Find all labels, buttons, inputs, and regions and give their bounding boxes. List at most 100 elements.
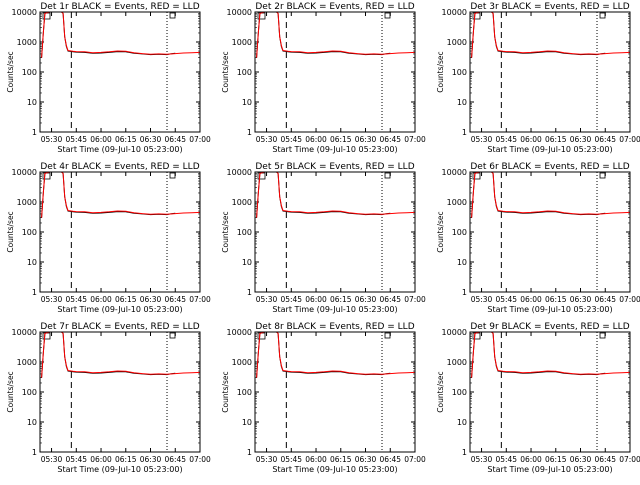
x-tick-label: 06:15 bbox=[545, 135, 567, 144]
x-axis-label: Start Time (09-Jul-10 05:23:00) bbox=[272, 465, 397, 474]
x-tick-label: 05:45 bbox=[495, 135, 517, 144]
x-tick-label: 05:30 bbox=[41, 295, 63, 304]
x-tick-label: 07:00 bbox=[619, 455, 640, 464]
x-tick-label: 05:30 bbox=[471, 295, 493, 304]
x-tick-label: 05:30 bbox=[41, 455, 63, 464]
x-tick-label: 06:45 bbox=[379, 135, 401, 144]
x-tick-label: 06:00 bbox=[520, 295, 542, 304]
y-tick-label: 100 bbox=[452, 388, 467, 397]
x-tick-label: 05:30 bbox=[41, 135, 63, 144]
x-tick-label: 06:45 bbox=[379, 295, 401, 304]
plot-frame bbox=[469, 11, 631, 133]
panel-title: Det 2r BLACK = Events, RED = LLD bbox=[255, 2, 414, 12]
x-tick-label: 06:45 bbox=[594, 135, 616, 144]
x-tick-label: 05:45 bbox=[280, 135, 302, 144]
y-tick-label: 1000 bbox=[447, 198, 467, 207]
corner-symbol bbox=[599, 332, 606, 339]
x-axis-label: Start Time (09-Jul-10 05:23:00) bbox=[272, 305, 397, 314]
x-tick-label: 06:45 bbox=[594, 295, 616, 304]
y-tick-label: 1000 bbox=[447, 358, 467, 367]
y-tick-label: 1 bbox=[247, 128, 252, 137]
y-tick-label: 1000 bbox=[17, 38, 37, 47]
x-tick-label: 06:30 bbox=[570, 135, 592, 144]
x-tick-label: 06:30 bbox=[355, 295, 377, 304]
panel-title: Det 5r BLACK = Events, RED = LLD bbox=[255, 162, 414, 172]
y-tick-label: 10 bbox=[27, 258, 37, 267]
x-tick-label: 06:45 bbox=[164, 295, 186, 304]
x-tick-label: 07:00 bbox=[189, 135, 211, 144]
panel-title: Det 1r BLACK = Events, RED = LLD bbox=[40, 2, 199, 12]
x-axis-label: Start Time (09-Jul-10 05:23:00) bbox=[272, 145, 397, 154]
panel-title: Det 7r BLACK = Events, RED = LLD bbox=[40, 322, 199, 332]
y-tick-label: 10 bbox=[242, 418, 252, 427]
plot-frame bbox=[39, 11, 201, 133]
x-tick-label: 05:45 bbox=[280, 455, 302, 464]
y-tick-label: 10000 bbox=[12, 328, 37, 337]
x-tick-label: 06:45 bbox=[594, 455, 616, 464]
x-axis-label: Start Time (09-Jul-10 05:23:00) bbox=[57, 305, 182, 314]
plot-frame bbox=[469, 171, 631, 293]
x-tick-label: 05:45 bbox=[495, 455, 517, 464]
y-tick-label: 100 bbox=[452, 228, 467, 237]
corner-symbol bbox=[169, 172, 176, 179]
corner-symbol bbox=[384, 332, 391, 339]
y-tick-label: 1 bbox=[462, 128, 467, 137]
y-tick-label: 100 bbox=[22, 68, 37, 77]
x-tick-label: 06:00 bbox=[305, 455, 327, 464]
y-tick-label: 100 bbox=[237, 68, 252, 77]
x-tick-label: 06:30 bbox=[570, 455, 592, 464]
y-axis-label: Counts/sec bbox=[6, 371, 15, 412]
x-axis-label: Start Time (09-Jul-10 05:23:00) bbox=[487, 465, 612, 474]
x-tick-label: 06:15 bbox=[545, 455, 567, 464]
y-tick-label: 10000 bbox=[12, 8, 37, 17]
y-tick-label: 1000 bbox=[447, 38, 467, 47]
y-tick-label: 1000 bbox=[17, 358, 37, 367]
x-tick-label: 07:00 bbox=[189, 295, 211, 304]
y-axis-label: Counts/sec bbox=[436, 51, 445, 92]
x-tick-label: 07:00 bbox=[619, 295, 640, 304]
y-axis-label: Counts/sec bbox=[221, 51, 230, 92]
corner-symbol bbox=[384, 172, 391, 179]
y-axis-label: Counts/sec bbox=[6, 211, 15, 252]
corner-symbol bbox=[599, 172, 606, 179]
x-tick-label: 06:30 bbox=[355, 455, 377, 464]
x-tick-label: 07:00 bbox=[189, 455, 211, 464]
y-tick-label: 1000 bbox=[232, 38, 252, 47]
x-tick-label: 06:15 bbox=[115, 295, 137, 304]
y-tick-label: 10000 bbox=[442, 168, 467, 177]
x-tick-label: 06:30 bbox=[140, 455, 162, 464]
panel-title: Det 9r BLACK = Events, RED = LLD bbox=[470, 322, 629, 332]
x-tick-label: 06:30 bbox=[570, 295, 592, 304]
x-tick-label: 07:00 bbox=[404, 295, 426, 304]
x-tick-label: 06:15 bbox=[330, 295, 352, 304]
y-tick-label: 1 bbox=[247, 288, 252, 297]
y-tick-label: 10000 bbox=[227, 328, 252, 337]
detector-panel: Det 2r BLACK = Events, RED = LLD 1 10 100 10… bbox=[221, 2, 426, 154]
plot-frame bbox=[254, 171, 416, 293]
x-tick-label: 05:45 bbox=[280, 295, 302, 304]
y-tick-label: 1000 bbox=[232, 358, 252, 367]
panel-title: Det 8r BLACK = Events, RED = LLD bbox=[255, 322, 414, 332]
detector-panel: Det 1r BLACK = Events, RED = LLD 1 10 100 10… bbox=[6, 2, 211, 154]
plot-frame bbox=[254, 11, 416, 133]
x-tick-label: 06:15 bbox=[330, 455, 352, 464]
x-tick-label: 06:00 bbox=[520, 455, 542, 464]
detector-panel: Det 3r BLACK = Events, RED = LLD 1 10 100 10… bbox=[436, 2, 640, 154]
y-tick-label: 10000 bbox=[227, 168, 252, 177]
y-tick-label: 1 bbox=[32, 128, 37, 137]
x-tick-label: 05:30 bbox=[471, 455, 493, 464]
x-tick-label: 06:45 bbox=[164, 455, 186, 464]
x-tick-label: 06:00 bbox=[305, 295, 327, 304]
y-axis-label: Counts/sec bbox=[221, 211, 230, 252]
corner-symbol bbox=[599, 12, 606, 19]
corner-symbol bbox=[384, 12, 391, 19]
x-tick-label: 07:00 bbox=[404, 455, 426, 464]
y-tick-label: 10000 bbox=[442, 8, 467, 17]
y-tick-label: 100 bbox=[22, 388, 37, 397]
y-tick-label: 1 bbox=[462, 288, 467, 297]
x-tick-label: 05:45 bbox=[65, 455, 87, 464]
y-tick-label: 1 bbox=[462, 448, 467, 457]
plot-frame bbox=[39, 331, 201, 453]
x-tick-label: 07:00 bbox=[619, 135, 640, 144]
